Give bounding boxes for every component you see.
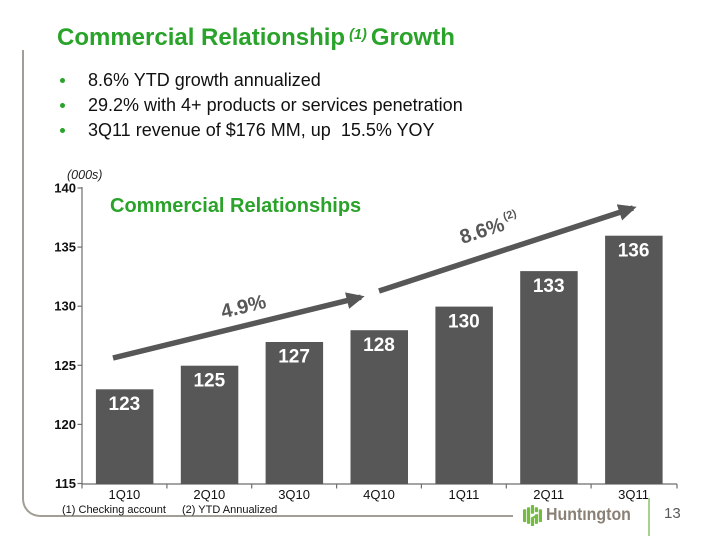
svg-text:1Q10: 1Q10 xyxy=(108,487,140,502)
svg-text:120: 120 xyxy=(54,417,76,432)
svg-text:1Q11: 1Q11 xyxy=(448,487,479,502)
svg-text:(2): (2) xyxy=(502,208,519,224)
svg-text:8.6%: 8.6% xyxy=(457,214,507,249)
svg-text:3Q11: 3Q11 xyxy=(618,487,649,502)
svg-text:136: 136 xyxy=(618,240,650,261)
svg-text:128: 128 xyxy=(363,335,395,356)
svg-text:135: 135 xyxy=(54,240,76,255)
svg-text:4.9%: 4.9% xyxy=(219,291,269,323)
svg-text:2Q10: 2Q10 xyxy=(193,487,225,502)
svg-text:Commercial Relationships: Commercial Relationships xyxy=(110,195,361,217)
svg-text:130: 130 xyxy=(54,299,76,314)
svg-text:123: 123 xyxy=(109,394,141,415)
svg-text:(000s): (000s) xyxy=(67,168,102,182)
svg-text:133: 133 xyxy=(533,276,565,297)
svg-text:130: 130 xyxy=(448,311,480,332)
svg-text:4Q10: 4Q10 xyxy=(363,487,395,502)
svg-text:115: 115 xyxy=(55,476,76,491)
svg-text:3Q10: 3Q10 xyxy=(278,487,310,502)
svg-text:125: 125 xyxy=(193,370,225,391)
svg-text:127: 127 xyxy=(278,347,310,368)
svg-text:2Q11: 2Q11 xyxy=(533,487,564,502)
svg-text:140: 140 xyxy=(54,181,76,196)
svg-text:125: 125 xyxy=(54,358,76,373)
